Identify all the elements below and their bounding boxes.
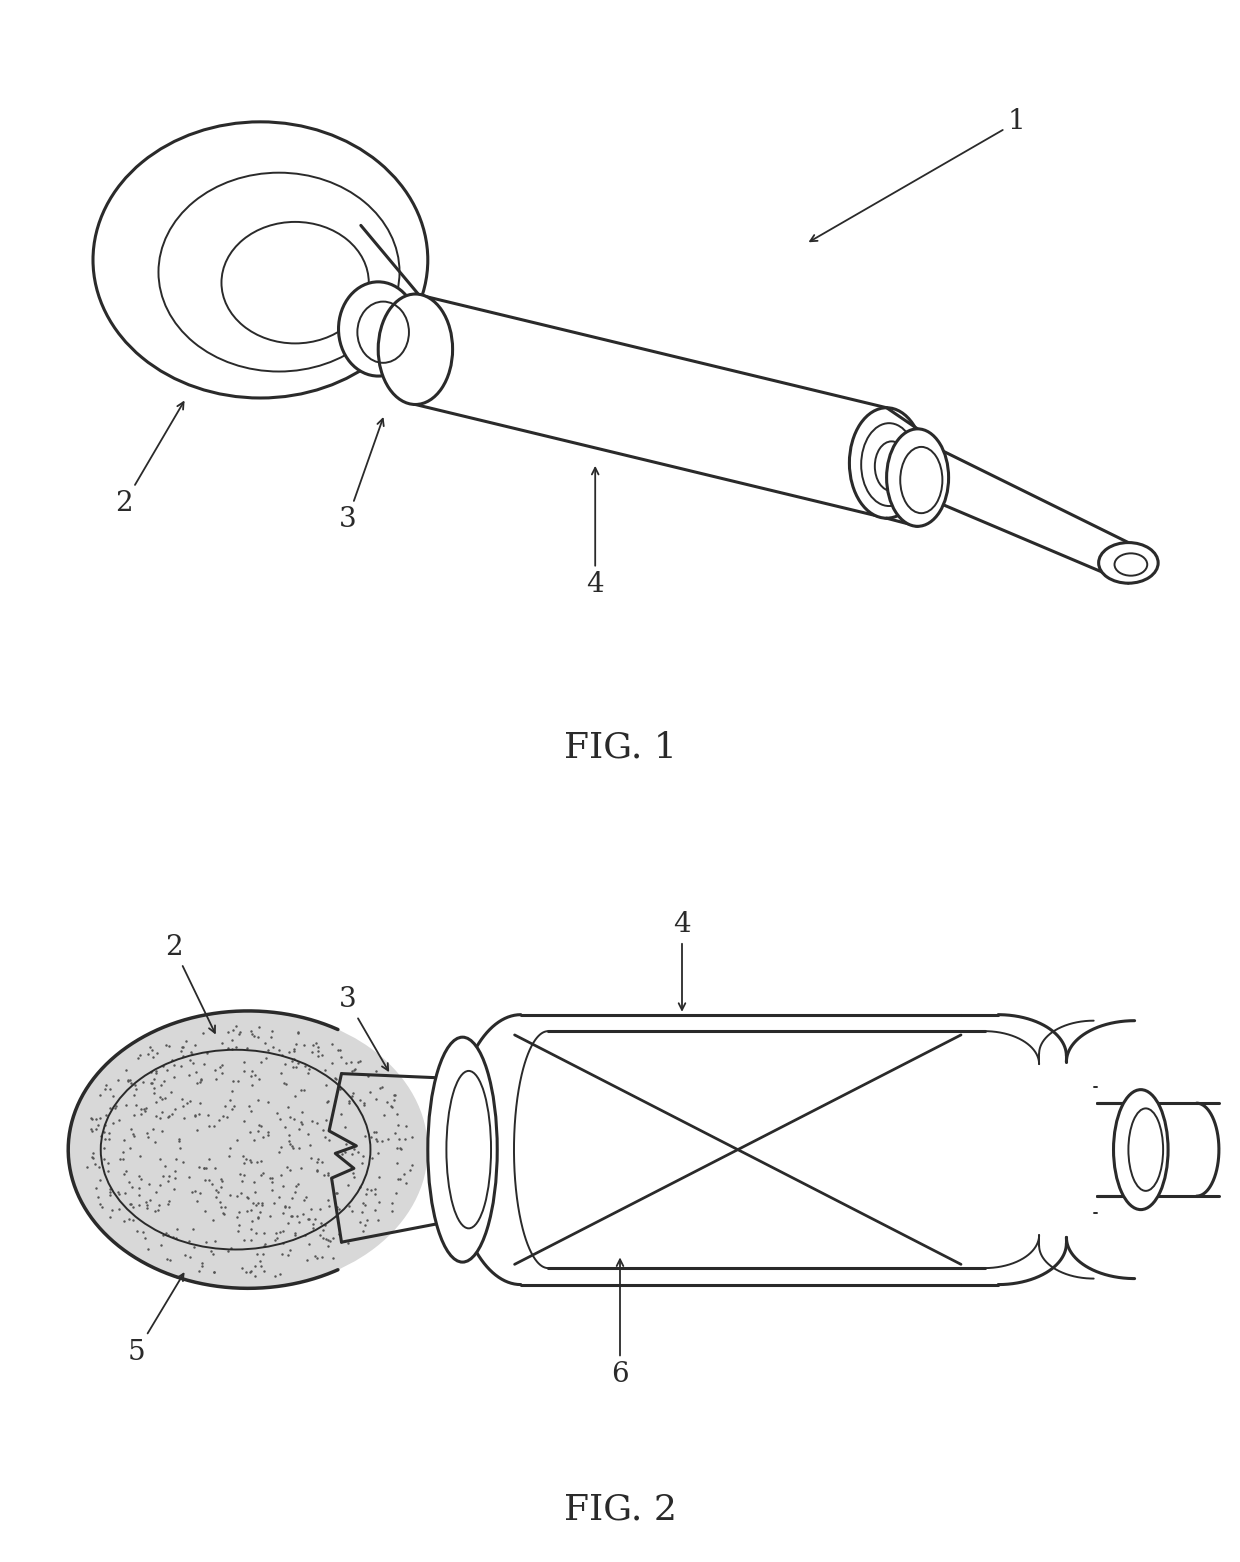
Text: 2: 2 [115,401,184,517]
Text: 3: 3 [339,986,388,1070]
Text: 3: 3 [339,419,383,533]
Ellipse shape [849,408,924,519]
Text: FIG. 1: FIG. 1 [563,731,677,764]
Text: 4: 4 [587,467,604,598]
Ellipse shape [446,1072,491,1228]
Text: 2: 2 [165,934,215,1032]
Ellipse shape [378,294,453,405]
Ellipse shape [93,122,428,398]
Ellipse shape [1114,1090,1168,1209]
Ellipse shape [68,1011,428,1289]
Text: 6: 6 [611,1259,629,1389]
Ellipse shape [1128,1109,1163,1190]
Text: FIG. 2: FIG. 2 [563,1493,677,1526]
Text: 5: 5 [128,1273,184,1365]
Ellipse shape [428,1037,497,1262]
Ellipse shape [339,281,418,376]
Text: 4: 4 [673,911,691,1011]
Ellipse shape [887,430,949,526]
Text: 1: 1 [810,108,1025,241]
Ellipse shape [1099,542,1158,583]
